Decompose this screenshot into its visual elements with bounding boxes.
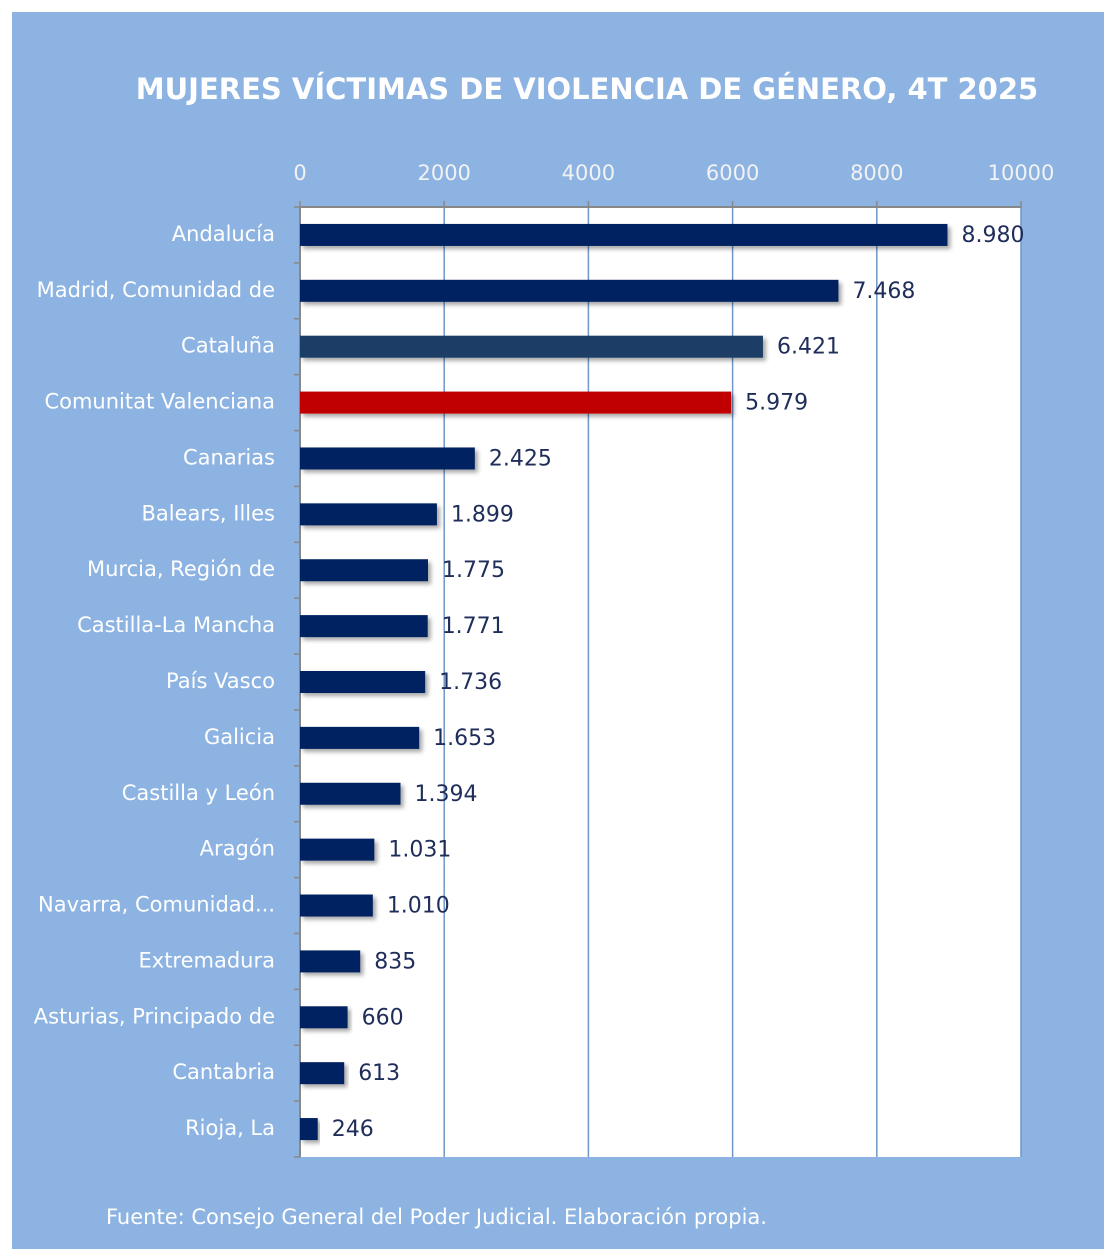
value-label: 5.979 — [745, 391, 808, 416]
y-tick-label: Castilla y León — [122, 781, 275, 805]
bar — [300, 1062, 345, 1085]
y-tick-label: Balears, Illes — [141, 501, 275, 525]
bar — [300, 671, 426, 693]
bar — [300, 726, 420, 749]
x-tick-label: 4000 — [562, 161, 615, 185]
x-tick-label: 8000 — [850, 161, 903, 185]
bar — [300, 335, 763, 358]
value-label: 835 — [374, 949, 416, 974]
x-tick-label: 6000 — [706, 161, 759, 185]
source-note: Fuente: Consejo General del Poder Judici… — [106, 1205, 767, 1229]
y-tick-label: Canarias — [183, 445, 275, 469]
bar — [300, 838, 375, 861]
bar — [300, 1118, 318, 1141]
value-label: 1.010 — [387, 894, 450, 919]
value-label: 1.775 — [442, 558, 505, 583]
value-label: 613 — [358, 1061, 400, 1086]
y-tick-label: Rioja, La — [185, 1116, 275, 1140]
x-tick-label: 2000 — [417, 161, 470, 185]
y-tick-label: Murcia, Región de — [87, 557, 275, 581]
y-tick-label: Asturias, Principado de — [34, 1004, 275, 1028]
value-label: 7.468 — [852, 279, 915, 304]
value-label: 1.899 — [451, 502, 514, 527]
y-tick-label: País Vasco — [166, 669, 275, 693]
value-label: 1.771 — [442, 614, 505, 639]
y-tick-label: Castilla-La Mancha — [77, 613, 275, 637]
bar — [300, 223, 948, 246]
y-tick-label: Galicia — [204, 725, 275, 749]
y-tick-label: Navarra, Comunidad... — [38, 893, 275, 917]
x-tick-label: 0 — [293, 161, 306, 185]
bar — [300, 447, 475, 470]
value-label: 246 — [332, 1117, 374, 1142]
y-tick-label: Cantabria — [172, 1060, 275, 1084]
bar — [300, 615, 428, 638]
chart-title: MUJERES VÍCTIMAS DE VIOLENCIA DE GÉNERO,… — [136, 72, 1038, 106]
value-label: 1.394 — [415, 782, 478, 807]
bar — [300, 503, 437, 526]
y-tick-label: Aragón — [200, 837, 275, 861]
bar — [300, 391, 732, 414]
bar — [300, 279, 839, 302]
y-tick-label: Extremadura — [139, 948, 276, 972]
value-label: 1.031 — [388, 838, 451, 863]
bar — [300, 950, 361, 973]
bar — [300, 782, 401, 805]
y-tick-label: Andalucía — [172, 222, 275, 246]
bar — [300, 1006, 348, 1029]
y-tick-label: Comunitat Valenciana — [44, 390, 275, 414]
bar — [300, 894, 373, 917]
y-tick-label: Cataluña — [181, 334, 275, 358]
y-tick-label: Madrid, Comunidad de — [37, 278, 275, 302]
value-label: 8.980 — [961, 223, 1024, 248]
value-label: 6.421 — [777, 335, 840, 360]
bar — [300, 559, 428, 582]
value-label: 2.425 — [489, 446, 552, 471]
value-label: 1.653 — [433, 726, 496, 751]
value-label: 1.736 — [439, 670, 502, 695]
value-label: 660 — [362, 1005, 404, 1030]
x-tick-label: 10000 — [988, 161, 1055, 185]
